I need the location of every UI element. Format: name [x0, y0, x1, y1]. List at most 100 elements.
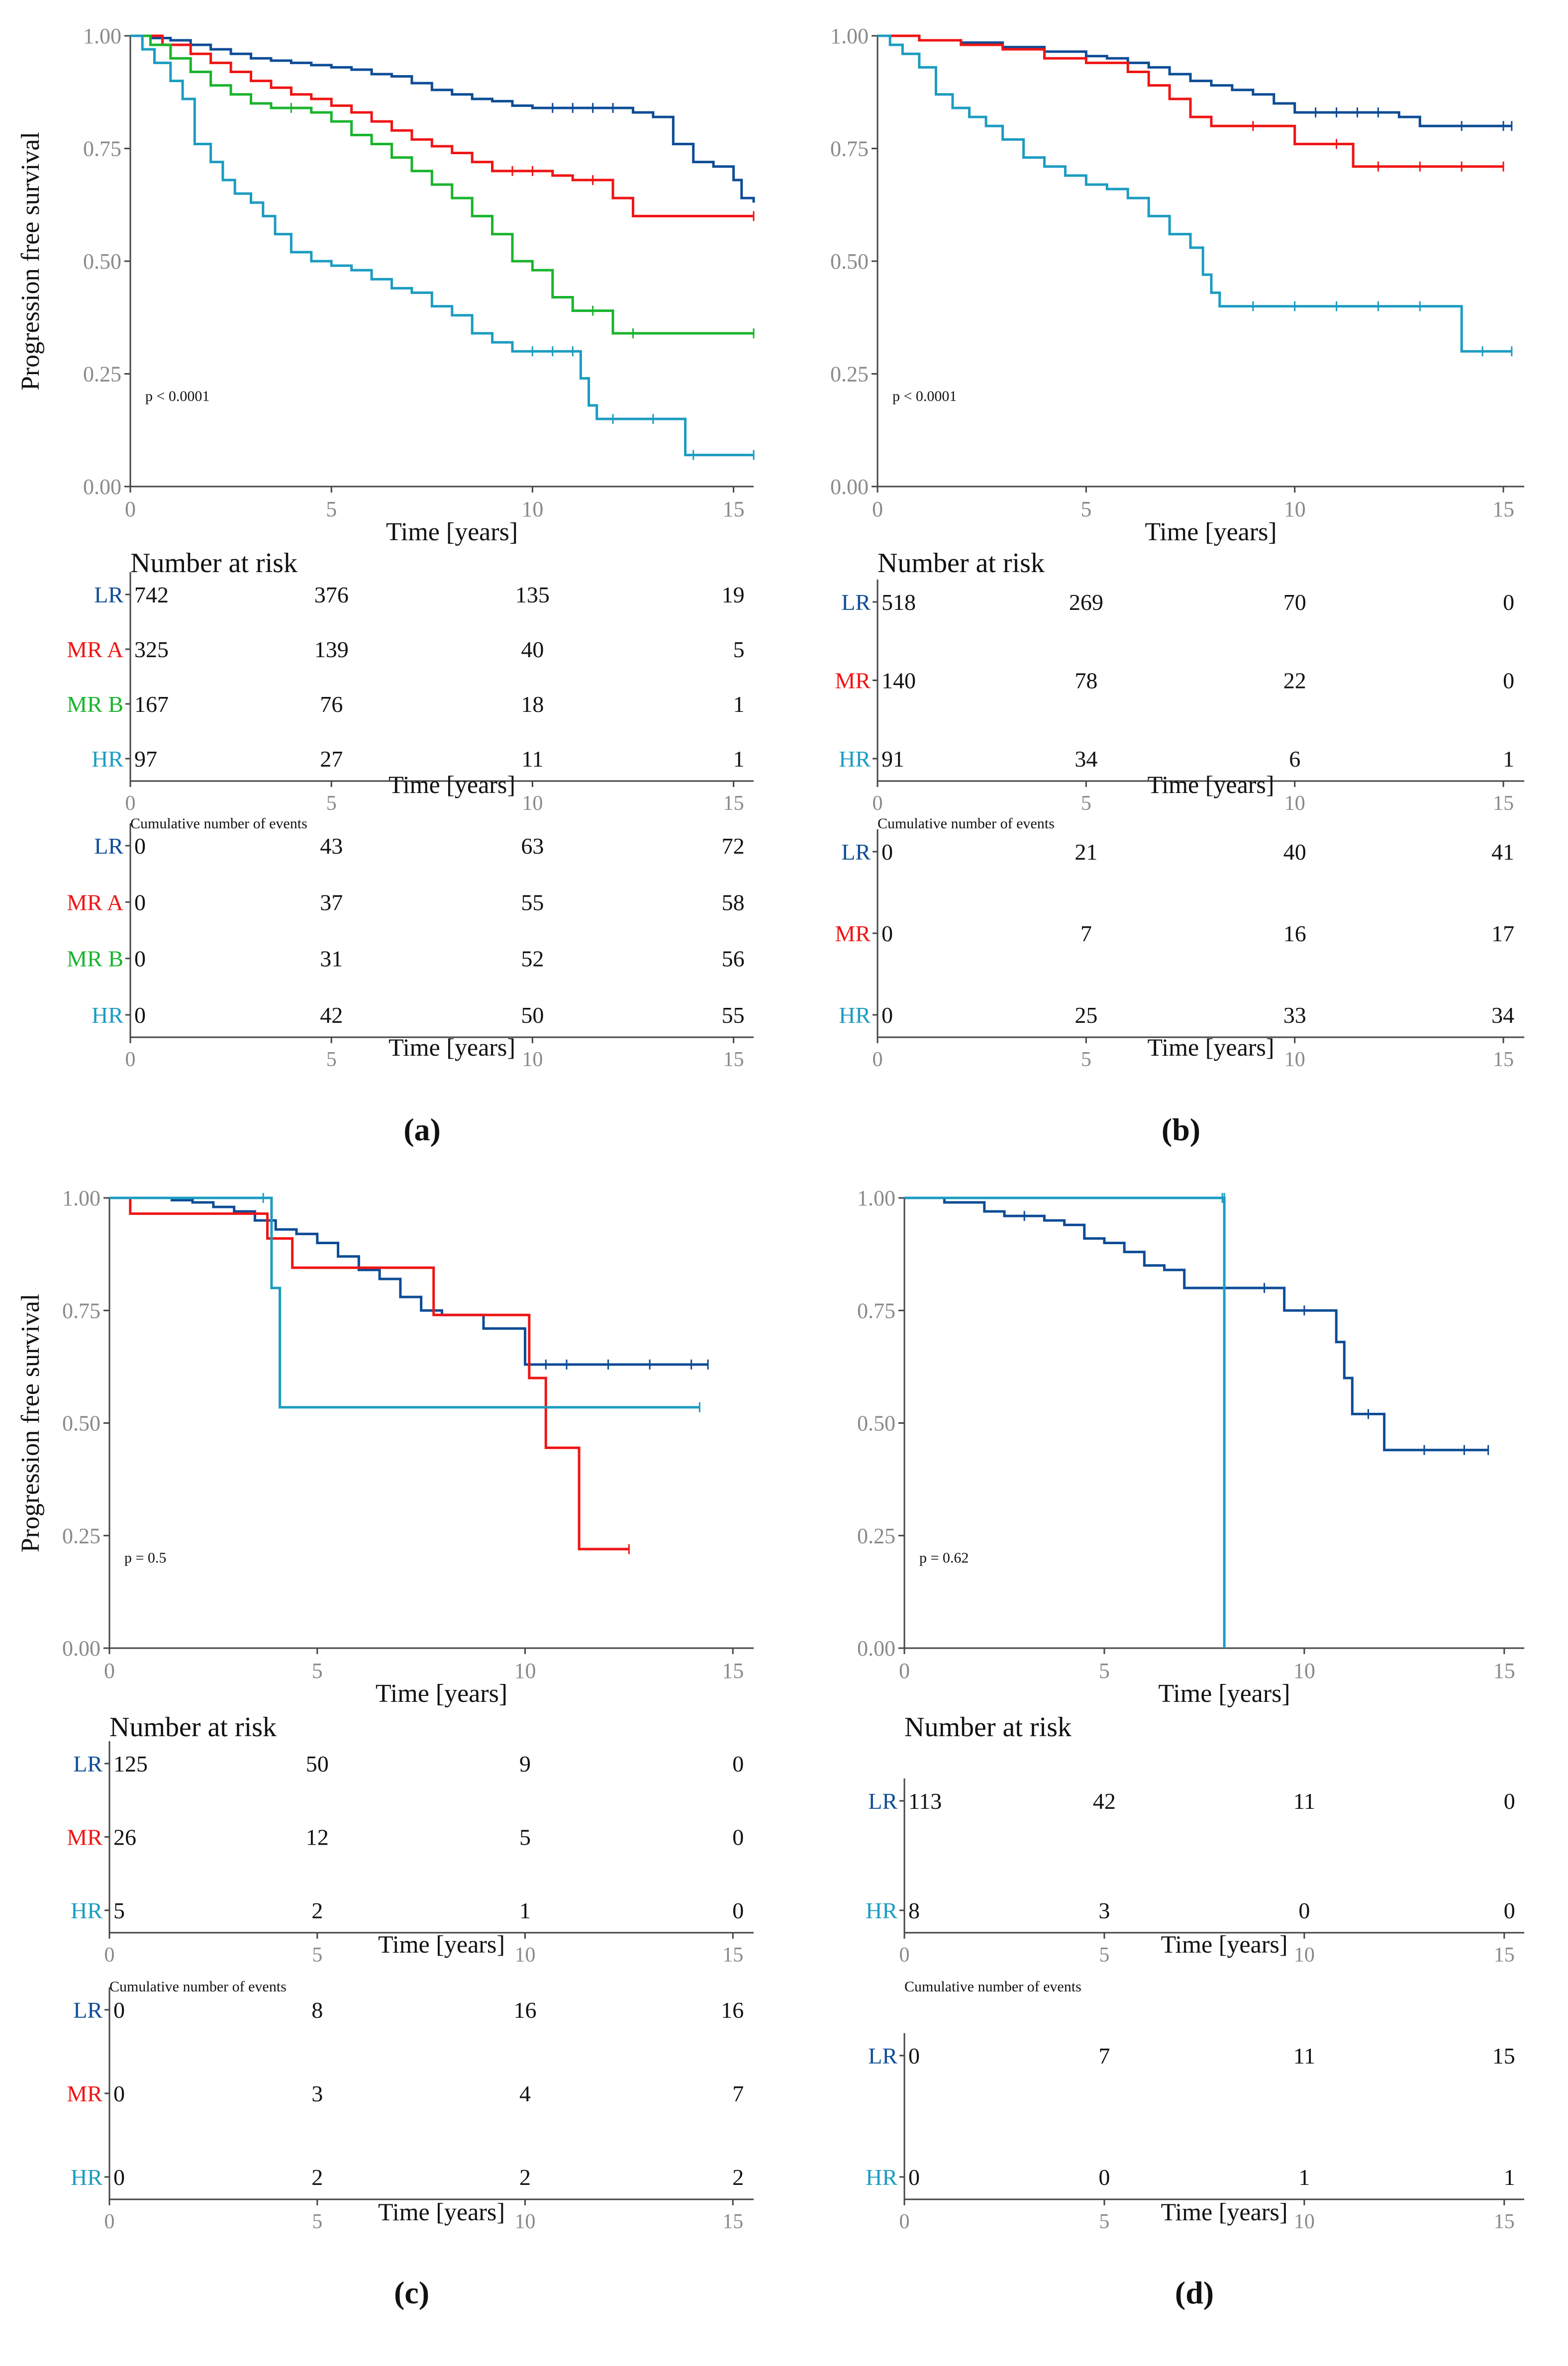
p-value-label: p < 0.0001	[145, 388, 209, 404]
risk_table-x-tick-label: 0	[125, 792, 136, 815]
events_table-cell: 16	[721, 1997, 744, 2023]
events_table-group-label: MR	[835, 921, 871, 946]
risk_table-x-tick-label: 10	[1294, 1944, 1315, 1967]
p-value-label: p = 0.62	[919, 1550, 969, 1566]
events_table-x-tick-label: 0	[899, 2210, 910, 2233]
risk_table-x-axis-label: Time [years]	[378, 1930, 505, 1958]
events_table-cell: 0	[882, 839, 893, 865]
risk_table-group-label: HR	[71, 1898, 102, 1923]
series-line-hr	[109, 1196, 700, 1409]
risk_table-group-label: MR A	[67, 637, 123, 662]
risk_table-x-axis-label: Time [years]	[1147, 771, 1274, 798]
events_table-cell: 16	[1283, 921, 1306, 946]
events_table-group-label: HR	[92, 1002, 123, 1028]
censor-marks-mr	[1252, 121, 1504, 172]
risk_table-cell: 5	[519, 1825, 531, 1850]
censor-marks-hr	[1252, 301, 1513, 357]
events_table-group-label: HR	[866, 2165, 897, 2190]
risk_table-x-tick-label: 5	[1099, 1944, 1109, 1967]
events_table-cell: 34	[1491, 1002, 1514, 1028]
events_table-cell: 0	[134, 833, 146, 859]
events_table-group-label: MR A	[67, 889, 123, 915]
events_table-cell: 1	[1504, 2165, 1515, 2190]
risk_table-cell: 40	[521, 637, 544, 662]
risk_table-title: Number at risk	[904, 1712, 1072, 1743]
events_table-cell: 21	[1075, 839, 1097, 865]
panel-label: (a)	[403, 1112, 441, 1147]
x-tick-label: 10	[521, 497, 543, 521]
events_table-cell: 7	[1080, 921, 1092, 946]
events_table-cell: 11	[1293, 2043, 1315, 2069]
risk_table-x-tick-label: 0	[104, 1944, 115, 1967]
y-tick-label: 0.75	[857, 1298, 895, 1323]
y-tick-label: 0.00	[857, 1636, 895, 1661]
events_table-x-tick-label: 15	[1494, 2210, 1515, 2233]
y-tick-label: 0.25	[62, 1524, 100, 1548]
risk_table-x-tick-label: 5	[326, 792, 337, 815]
events_table-x-tick-label: 10	[1284, 1048, 1305, 1071]
risk_table-cell: 0	[1503, 668, 1514, 693]
y-tick-label: 0.50	[857, 1411, 895, 1436]
risk_table-cell: 19	[722, 582, 745, 607]
events_table-cell: 17	[1491, 921, 1514, 946]
events_table-x-tick-label: 15	[723, 1048, 744, 1071]
series-line-lr	[109, 1196, 708, 1366]
events_table-cell: 55	[521, 889, 544, 915]
risk_table-title: Number at risk	[109, 1712, 277, 1743]
events_table-cell: 4	[519, 2081, 531, 2106]
events_table-x-tick-label: 5	[326, 1048, 337, 1071]
censor-marks-hr	[531, 346, 755, 460]
risk_table-cell: 0	[732, 1751, 744, 1776]
events_table-cell: 3	[311, 2081, 323, 2106]
y-tick-label: 0.25	[83, 362, 121, 387]
events_table-cell: 2	[311, 2165, 323, 2190]
censor-marks-lr	[552, 102, 614, 113]
events_table-cell: 0	[134, 1002, 146, 1028]
risk_table-cell: 0	[1504, 1788, 1515, 1814]
x-tick-label: 10	[1284, 497, 1306, 521]
risk_table-x-axis-label: Time [years]	[389, 771, 515, 798]
x-axis-label: Time [years]	[386, 518, 518, 546]
events_table-title: Cumulative number of events	[878, 815, 1055, 832]
events_table-cell: 0	[113, 2165, 125, 2190]
y-tick-label: 0.75	[830, 137, 869, 161]
x-tick-label: 5	[1099, 1659, 1110, 1683]
series-line-hr	[904, 1196, 1226, 1648]
events_table-cell: 25	[1075, 1002, 1097, 1028]
risk_table-cell: 11	[1293, 1788, 1315, 1814]
risk_table-cell: 6	[1289, 746, 1300, 772]
series-line-hr	[130, 34, 754, 457]
censor-marks-mr-b	[290, 102, 755, 338]
x-tick-label: 0	[872, 497, 883, 521]
censor-marks-lr	[1023, 1211, 1489, 1455]
risk_table-x-tick-label: 15	[1494, 1944, 1515, 1967]
risk_table-cell: 50	[306, 1751, 329, 1776]
risk_table-cell: 125	[113, 1751, 148, 1776]
panel-label: (c)	[394, 2275, 429, 2310]
events_table-x-tick-label: 10	[1294, 2210, 1315, 2233]
risk_table-x-tick-label: 10	[514, 1944, 535, 1967]
y-tick-label: 0.50	[83, 249, 121, 274]
series-line-lr	[878, 34, 1512, 127]
risk_table-cell: 376	[314, 582, 349, 607]
series-line-mr	[109, 1196, 629, 1551]
series-line-hr	[878, 34, 1512, 353]
risk_table-x-tick-label: 15	[1493, 792, 1514, 815]
events_table-cell: 56	[722, 946, 745, 972]
events_table-group-label: MR B	[67, 946, 123, 972]
series-line-lr	[130, 34, 755, 203]
censor-marks-hr	[1221, 1193, 1225, 1203]
risk_table-group-label: HR	[866, 1898, 897, 1923]
events_table-cell: 8	[311, 1997, 323, 2023]
events_table-cell: 33	[1283, 1002, 1306, 1028]
events_table-cell: 40	[1283, 839, 1306, 865]
events_table-group-label: HR	[839, 1002, 871, 1028]
events_table-x-axis-label: Time [years]	[389, 1033, 515, 1061]
events_table-cell: 7	[1098, 2043, 1110, 2069]
risk_table-cell: 742	[134, 582, 169, 607]
events_table-cell: 72	[722, 833, 745, 859]
risk_table-cell: 78	[1075, 668, 1097, 693]
events_table-cell: 1	[1298, 2165, 1310, 2190]
x-tick-label: 0	[125, 497, 136, 521]
events_table-group-label: LR	[73, 1997, 102, 2023]
